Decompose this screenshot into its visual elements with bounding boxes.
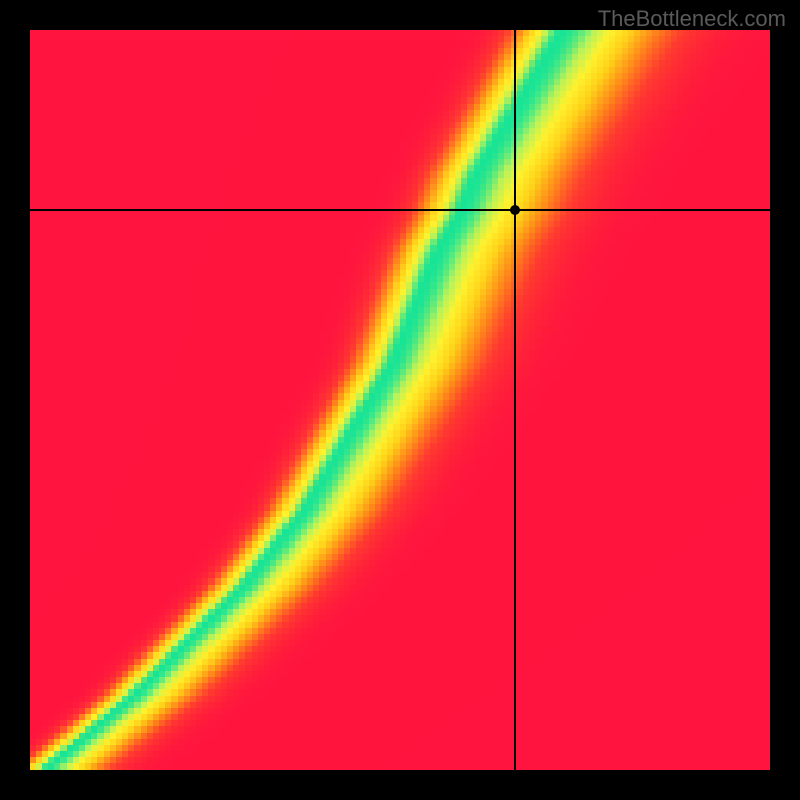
root: TheBottleneck.com [0,0,800,800]
crosshair-marker[interactable] [510,205,520,215]
heatmap-plot [30,30,770,770]
crosshair-vertical [514,30,516,770]
heatmap-canvas [30,30,770,770]
crosshair-horizontal [30,209,770,211]
watermark-text: TheBottleneck.com [598,6,786,32]
